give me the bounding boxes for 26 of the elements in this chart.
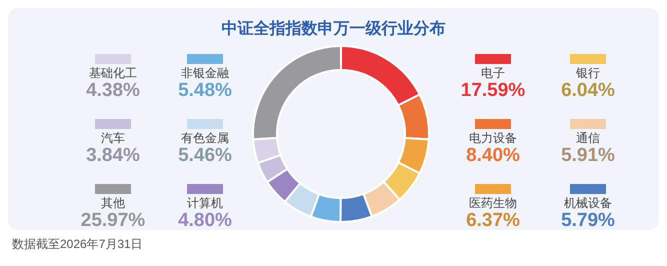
legend-label: 银行: [576, 66, 600, 80]
legend-label: 机械设备: [564, 196, 612, 210]
text: 数据截至2026年7月31日: [12, 237, 143, 251]
data-label: 5.79%: [561, 210, 615, 232]
legend-label: 电力设备: [469, 131, 517, 145]
legend-label: 基础化工: [89, 66, 137, 80]
data-label: 3.84%: [86, 145, 140, 167]
legend-label: 医药生物: [469, 196, 517, 210]
legend-label: 通信: [576, 131, 600, 145]
data-label: 4.38%: [86, 80, 140, 102]
legend-label: 非银金融: [181, 66, 229, 80]
legend-label: 汽车: [101, 131, 125, 145]
chart-title: 中证全指指数申万一级行业分布: [222, 20, 446, 38]
data-label: 6.04%: [561, 80, 615, 102]
legend-label: 计算机: [187, 196, 223, 210]
data-label: 6.37%: [466, 210, 520, 232]
data-label: 17.59%: [460, 80, 526, 102]
legend-label: 有色金属: [181, 131, 229, 145]
legend-label: 其他: [101, 196, 125, 210]
data-label: 25.97%: [80, 210, 146, 232]
legend-label: 电子: [481, 66, 505, 80]
data-label: 5.48%: [178, 80, 232, 102]
data-label: 5.46%: [178, 145, 232, 167]
data-label: 8.40%: [466, 145, 520, 167]
data-label: 4.80%: [178, 210, 232, 232]
data-label: 5.91%: [561, 145, 615, 167]
